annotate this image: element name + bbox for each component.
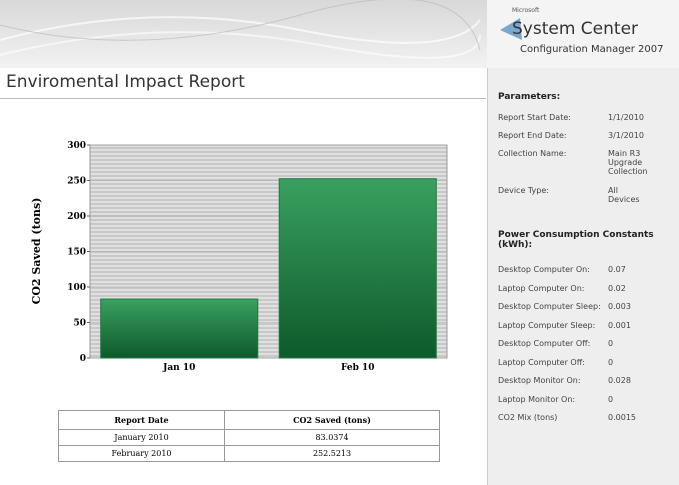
y-tick-label: 200	[67, 212, 86, 222]
parameter-name: Report End Date:	[498, 131, 608, 140]
constant-name: Laptop Computer Sleep:	[498, 321, 608, 330]
constant-name: Laptop Monitor On:	[498, 395, 608, 404]
constants-title: Power Consumption Constants (kWh):	[498, 230, 673, 250]
parameter-name: Device Type:	[498, 186, 608, 195]
parameter-value: 3/1/2010	[608, 131, 650, 140]
y-tick-label: 300	[67, 141, 86, 151]
column-header: Report Date	[59, 411, 225, 430]
constant-name: Laptop Computer Off:	[498, 358, 608, 367]
constant-name: Desktop Computer On:	[498, 265, 608, 274]
parameter-value: Main R3 Upgrade Collection	[608, 149, 650, 176]
y-tick-label: 50	[73, 319, 86, 329]
column-header: CO2 Saved (tons)	[225, 411, 440, 430]
parameter-name: Collection Name:	[498, 149, 608, 158]
logo-subtitle: Configuration Manager 2007	[520, 44, 663, 55]
constant-value: 0.07	[608, 265, 668, 274]
constant-value: 0.028	[608, 376, 668, 385]
table-cell: 252.5213	[225, 446, 440, 462]
x-tick-label: Feb 10	[341, 363, 375, 373]
logo-title: System Center	[512, 19, 638, 39]
y-tick-label: 0	[80, 354, 86, 364]
table-cell: 83.0374	[225, 430, 440, 446]
y-tick-label: 150	[67, 248, 86, 258]
constant-value: 0.02	[608, 284, 668, 293]
constant-value: 0.0015	[608, 413, 668, 422]
y-tick-label: 100	[67, 283, 86, 293]
constant-name: Desktop Computer Off:	[498, 339, 608, 348]
header: Microsoft System Center Configuration Ma…	[0, 0, 679, 68]
bar	[101, 299, 258, 358]
table-cell: January 2010	[59, 430, 225, 446]
constant-value: 0.001	[608, 321, 668, 330]
bar	[279, 179, 436, 358]
page: Microsoft System Center Configuration Ma…	[0, 0, 679, 485]
x-tick-label: Jan 10	[162, 363, 195, 373]
parameter-value: All Devices	[608, 186, 650, 204]
report-title: Enviromental Impact Report	[6, 72, 245, 92]
constant-value: 0	[608, 339, 668, 348]
header-art: Microsoft System Center Configuration Ma…	[0, 0, 679, 68]
parameters-title: Parameters:	[498, 92, 673, 102]
constant-value: 0	[608, 395, 668, 404]
y-tick-label: 250	[67, 177, 86, 187]
constant-value: 0	[608, 358, 668, 367]
logo-brand: Microsoft	[512, 7, 540, 14]
constant-name: CO2 Mix (tons)	[498, 413, 608, 422]
constant-name: Desktop Computer Sleep:	[498, 302, 608, 311]
constant-name: Laptop Computer On:	[498, 284, 608, 293]
parameter-name: Report Start Date:	[498, 113, 608, 122]
constant-value: 0.003	[608, 302, 668, 311]
parameter-value: 1/1/2010	[608, 113, 650, 122]
table-cell: February 2010	[59, 446, 225, 462]
constant-name: Desktop Monitor On:	[498, 376, 608, 385]
y-axis-label: CO2 Saved (tons)	[30, 198, 43, 305]
